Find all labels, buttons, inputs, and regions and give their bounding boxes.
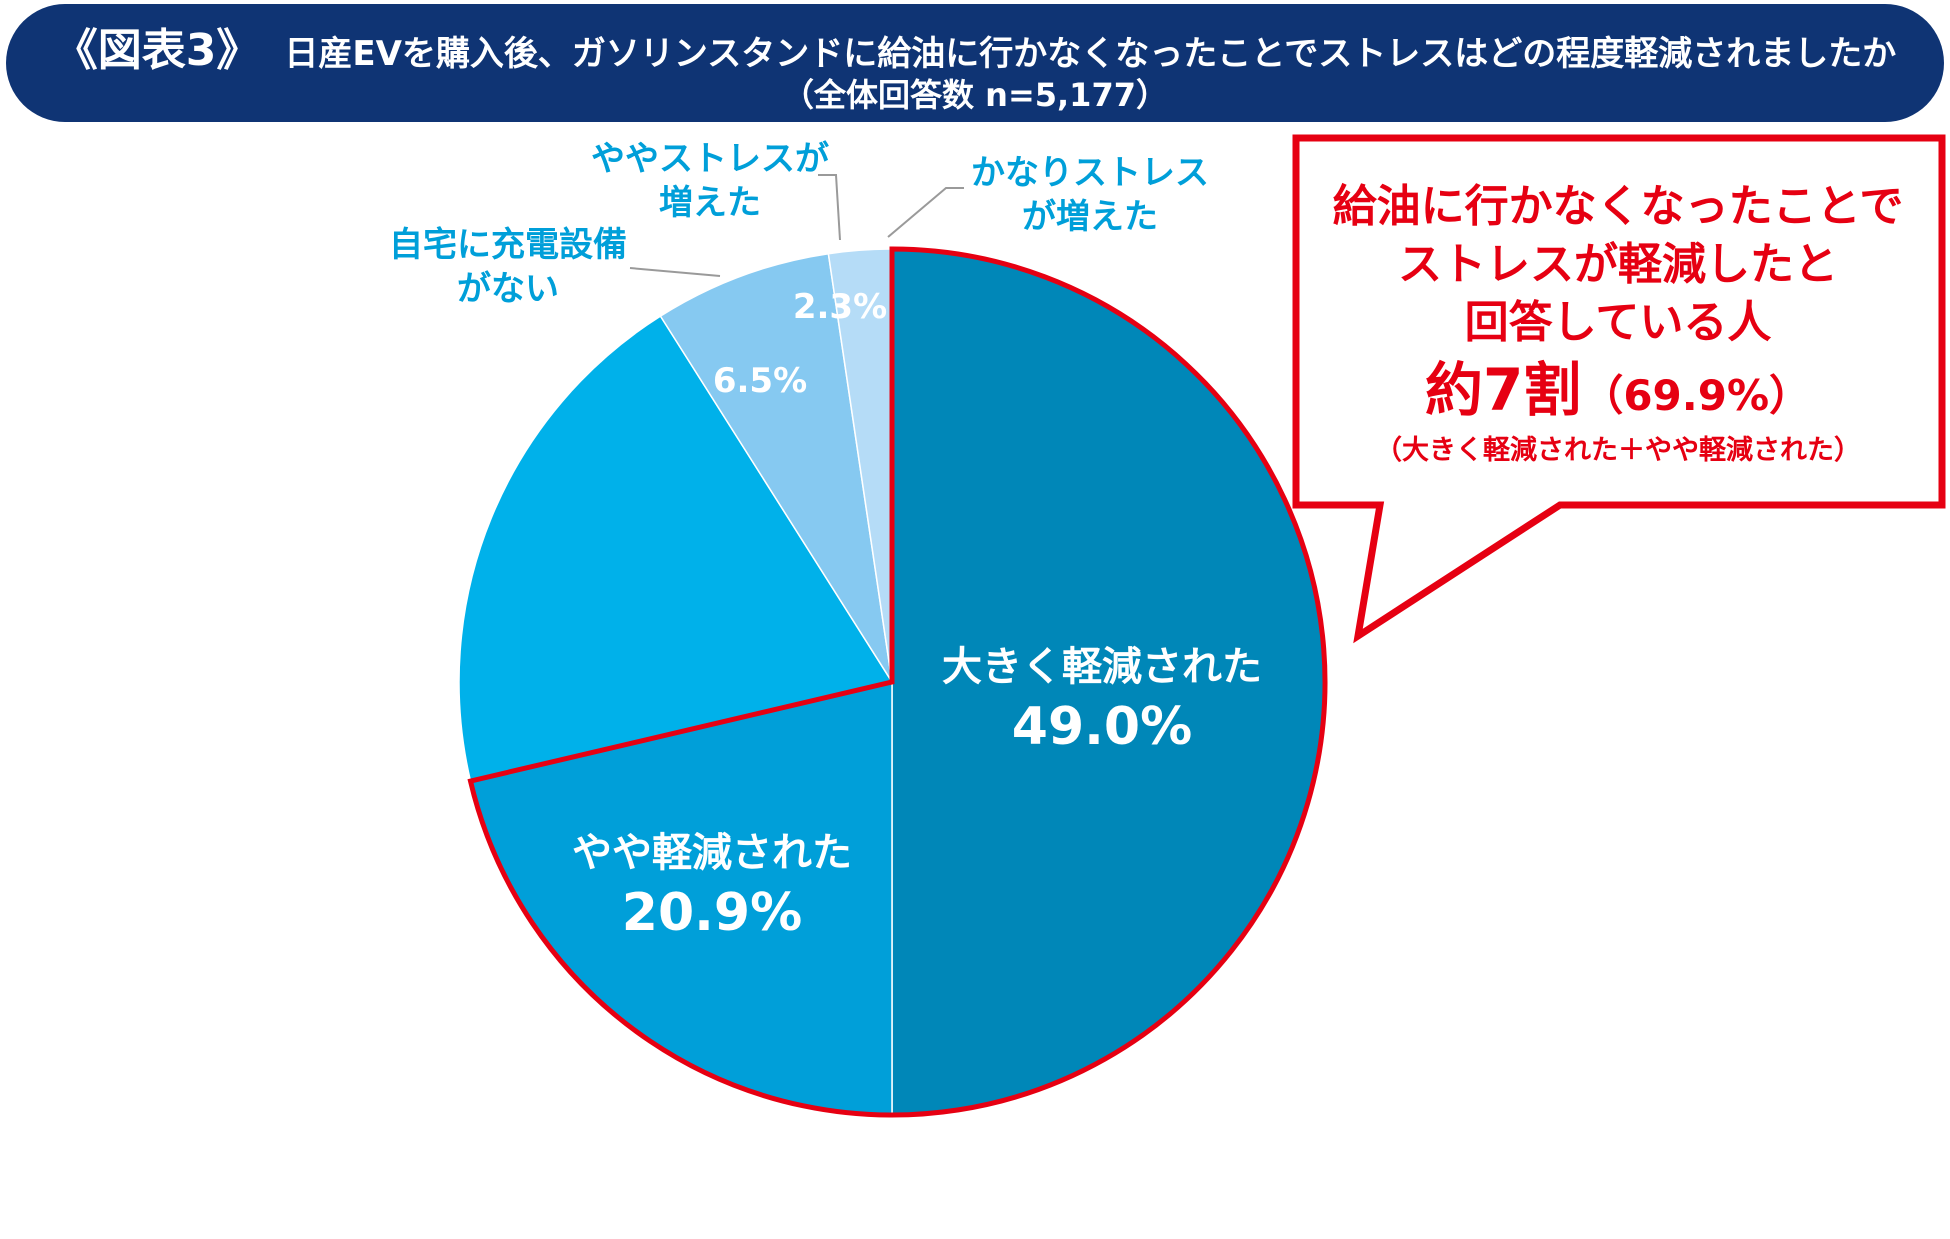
value-slightly-reduced: 20.9%: [622, 883, 802, 943]
title-banner: 《図表3》 日産EVを購入後、ガソリンスタンドに給油に行かなくなったことでストレス…: [6, 4, 1944, 122]
callout-headline: 約7割（69.9%）: [1298, 352, 1938, 434]
value-greatly-reduced: 49.0%: [1012, 697, 1192, 757]
label-slightly-more-2: 増えた: [659, 183, 761, 223]
highlight-outline: [467, 246, 1328, 1118]
label-greatly-reduced: 大きく軽減された: [942, 644, 1262, 690]
label-slightly-more-1: ややストレスが: [591, 139, 829, 179]
callout-note: （大きく軽減された＋やや軽減された）: [1375, 435, 1861, 466]
label-much-more-1: かなりストレス: [971, 153, 1209, 193]
pie-slice-2: [458, 315, 894, 782]
leader-line-slightly-more: [818, 174, 841, 241]
figure-tag: 《図表3》: [53, 25, 261, 76]
label-no-charger-2: がない: [457, 269, 559, 309]
sample-size: （全体回答数 n=5,177）: [782, 76, 1168, 114]
pie-slice-3: [659, 252, 893, 683]
callout-line2: ストレスが軽減したと: [1398, 239, 1838, 290]
label-no-charger-1: 自宅に充電設備: [389, 225, 627, 265]
label-much-more-2: が増えた: [1022, 197, 1158, 237]
callout-box: [1292, 134, 1946, 644]
value-no-charger: 6.5%: [713, 361, 807, 401]
question-text: 日産EVを購入後、ガソリンスタンドに給油に行かなくなったことでストレスはどの程度…: [284, 34, 1897, 74]
leader-line-much-more: [887, 187, 964, 238]
callout-line1: 給油に行かなくなったことで: [1332, 181, 1904, 232]
callout-big-value: 約7割: [1424, 356, 1582, 424]
outside-labels: 自宅に充電設備 がない ややストレスが 増えた かなりストレス が増えた: [389, 139, 1209, 309]
callout-text: 給油に行かなくなったことで ストレスが軽減したと 回答している人 約7割（69.…: [1298, 178, 1938, 468]
callout-line3: 回答している人: [1464, 297, 1772, 348]
callout-big-percent: （69.9%）: [1581, 371, 1812, 420]
leader-line-no-charger: [629, 267, 721, 277]
chart-title: 《図表3》 日産EVを購入後、ガソリンスタンドに給油に行かなくなったことでストレス…: [6, 14, 1944, 78]
pie-slices: [458, 248, 1326, 1116]
label-slightly-reduced: やや軽減された: [572, 830, 852, 876]
inside-labels: 大きく軽減された 49.0% やや軽減された 20.9% 6.5% 2.3%: [572, 287, 1262, 943]
leader-lines: [629, 174, 964, 277]
value-slightly-more: 2.3%: [793, 287, 887, 327]
